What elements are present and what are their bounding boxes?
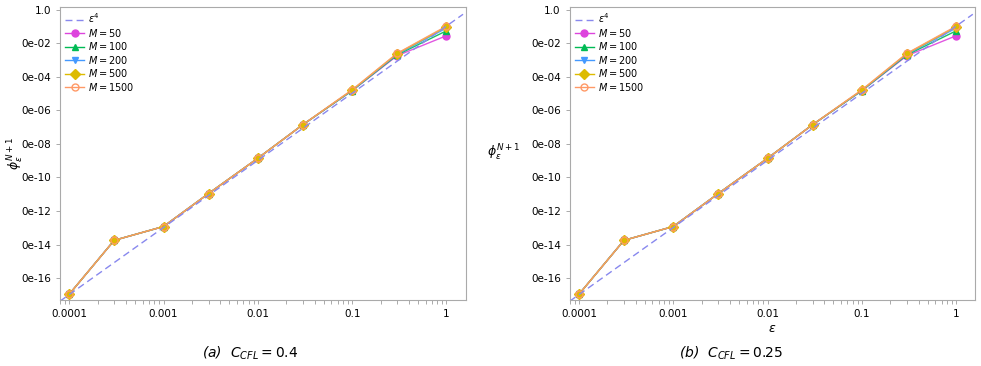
Legend: $\varepsilon^4$, $M=50$, $M=100$, $M=200$, $M=500$, $M=1500$: $\varepsilon^4$, $M=50$, $M=100$, $M=200… [573,10,646,95]
Y-axis label: $\phi_\varepsilon^{N+1}$: $\phi_\varepsilon^{N+1}$ [487,143,520,163]
Text: (b)  $C_{CFL}=0.25$: (b) $C_{CFL}=0.25$ [679,345,783,362]
Y-axis label: $\phi_\varepsilon^{N+1}$: $\phi_\varepsilon^{N+1}$ [6,137,26,170]
Text: (a)  $C_{CFL}=0.4$: (a) $C_{CFL}=0.4$ [202,345,298,362]
Legend: $\varepsilon^4$, $M=50$, $M=100$, $M=200$, $M=500$, $M=1500$: $\varepsilon^4$, $M=50$, $M=100$, $M=200… [63,10,136,95]
X-axis label: $\varepsilon$: $\varepsilon$ [768,322,777,335]
